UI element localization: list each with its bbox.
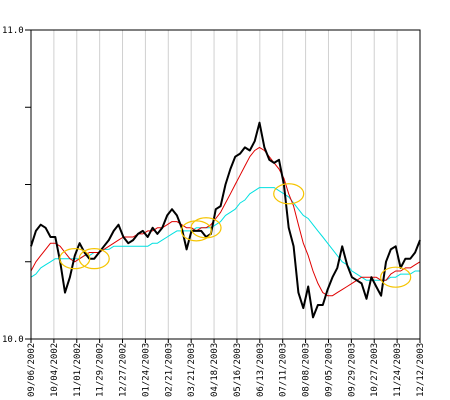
highlight-ellipse — [180, 220, 212, 242]
x-tick-label: 12/27/2002 — [119, 343, 129, 397]
x-tick-label: 02/21/2003 — [164, 343, 174, 397]
x-tick-label: 01/24/2003 — [141, 343, 151, 397]
highlight-ellipse — [190, 217, 222, 239]
y-tick-label-max: 11.0 — [2, 26, 24, 36]
series-lines — [30, 121, 421, 319]
y-axis: 11.0 10.0 — [2, 26, 31, 345]
x-tick-label: 11/01/2002 — [73, 343, 83, 397]
series-line-price — [30, 121, 421, 319]
x-tick-label: 10/04/2002 — [50, 343, 60, 397]
highlight-ellipse — [380, 266, 412, 288]
x-tick-label: 10/27/2003 — [370, 343, 380, 397]
highlight-ellipse — [78, 248, 110, 270]
y-tick-label-min: 10.0 — [2, 335, 24, 345]
highlight-ellipses — [59, 183, 412, 288]
x-tick-label: 06/13/2003 — [256, 343, 266, 397]
x-tick-label: 11/24/2003 — [393, 343, 403, 397]
x-tick-label: 07/11/2003 — [279, 343, 289, 397]
x-tick-label: 09/29/2003 — [347, 343, 357, 397]
x-tick-label: 08/08/2003 — [302, 343, 312, 397]
x-axis: 09/06/2002 10/04/2002 11/01/2002 11/29/2002… — [27, 339, 426, 397]
x-tick-label: 11/29/2002 — [96, 343, 106, 397]
x-tick-label: 04/18/2003 — [210, 343, 220, 397]
highlight-ellipse — [59, 248, 91, 270]
x-tick-label: 03/21/2003 — [187, 343, 197, 397]
x-tick-label: 12/12/2003 — [416, 343, 426, 397]
x-tick-label: 05/16/2003 — [233, 343, 243, 397]
highlight-ellipse — [273, 183, 305, 205]
x-tick-label: 09/05/2003 — [324, 343, 334, 397]
x-tick-label: 09/06/2002 — [27, 343, 37, 397]
series-line-short-avg — [30, 146, 421, 297]
